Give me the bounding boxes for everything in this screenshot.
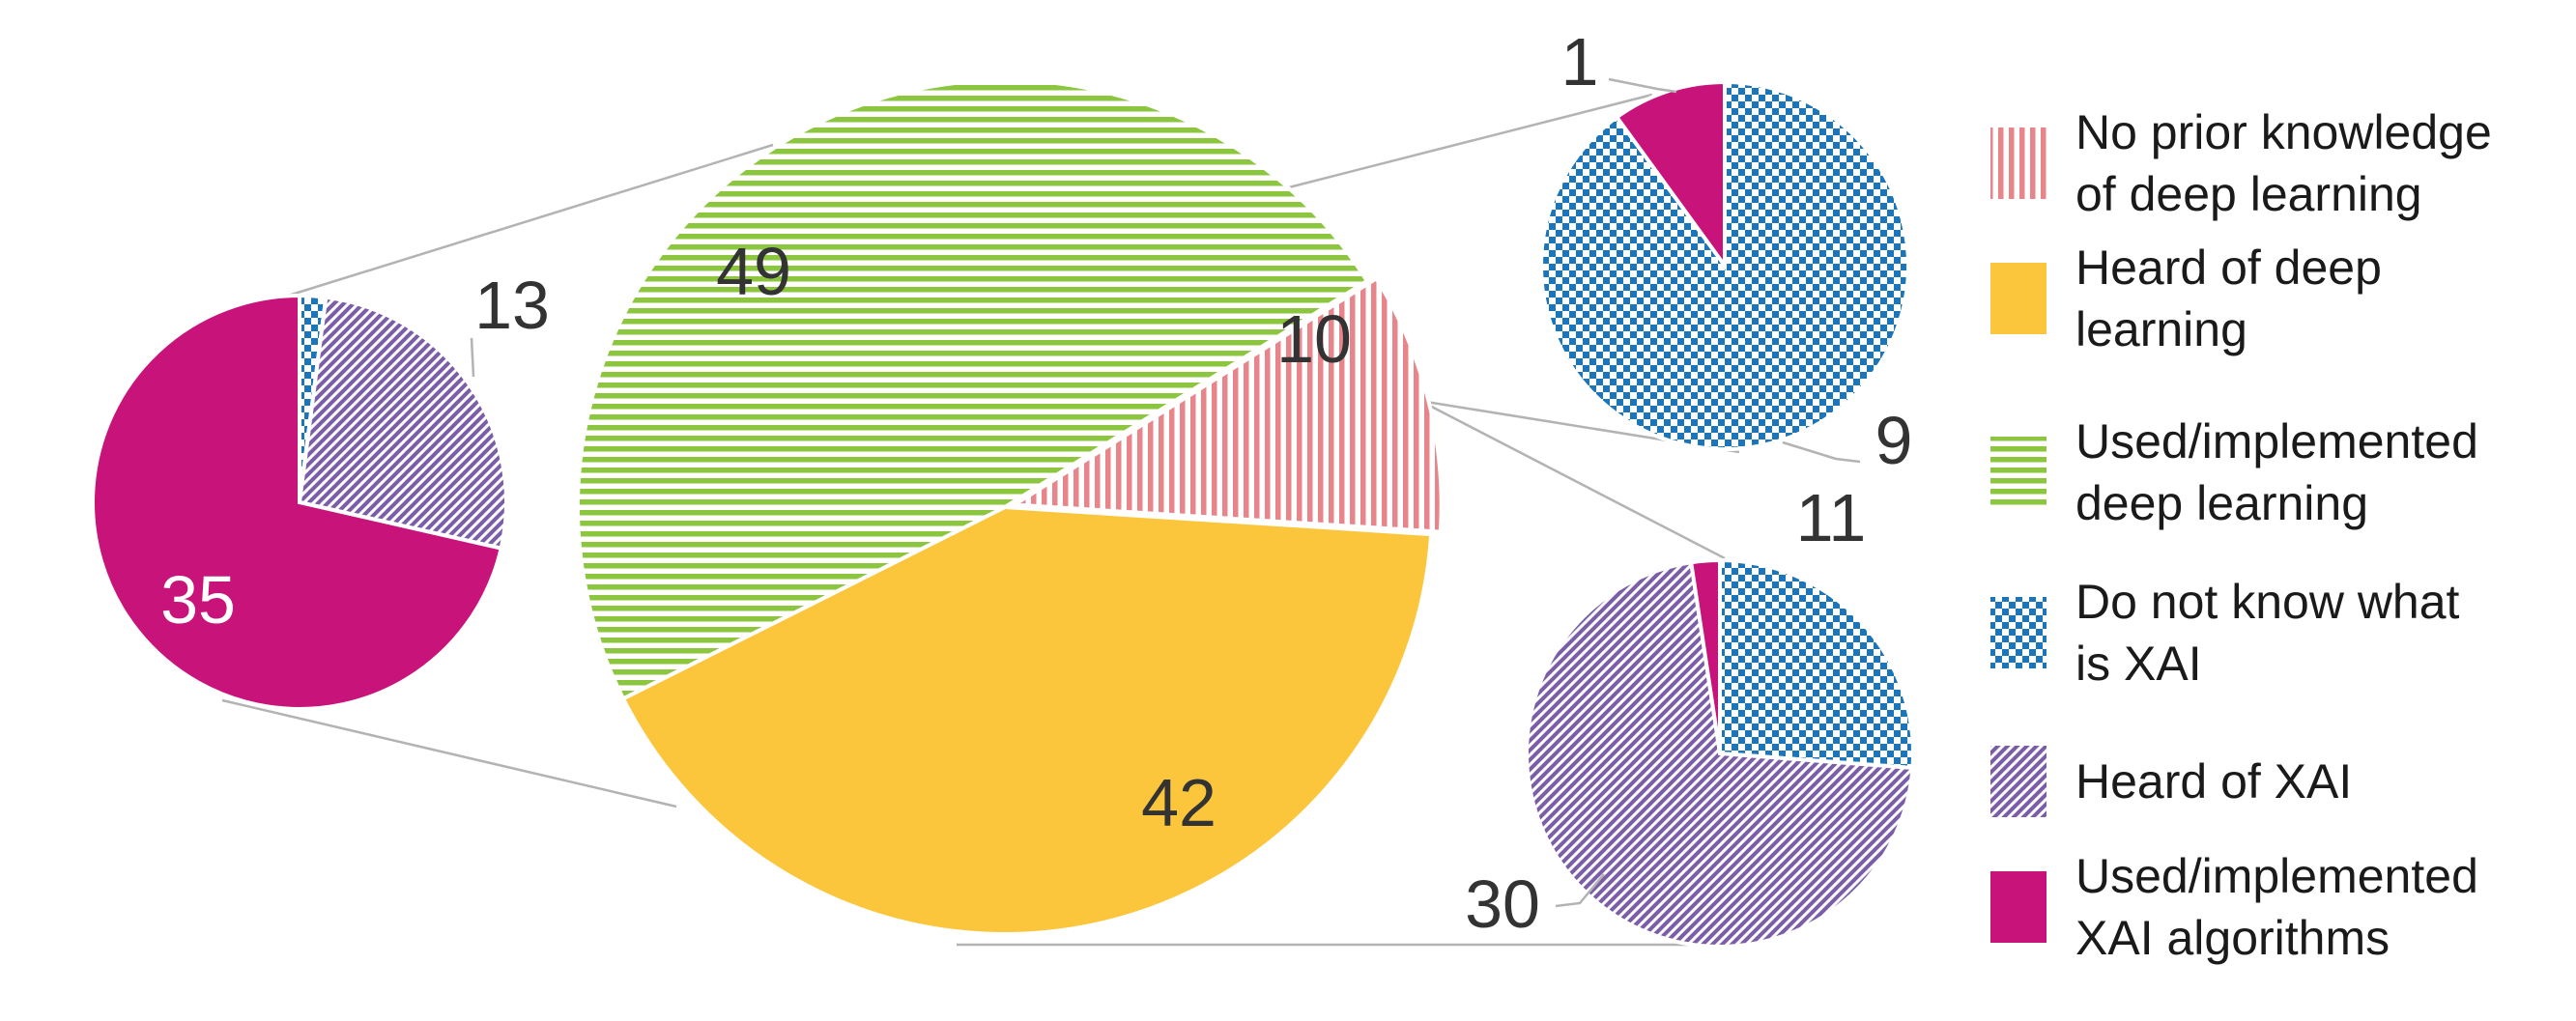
breakdown-data-label-used-dl-heard-xai: 13 xyxy=(474,268,550,343)
main-pie-slice-used-dl xyxy=(576,78,1370,701)
main-data-label-used-dl: 49 xyxy=(716,234,791,309)
legend-label-line: Heard of XAI xyxy=(2075,754,2352,808)
breakdown-pie-heard-dl-slice-used-xai xyxy=(1688,557,1722,754)
leader-line-bottom-30 xyxy=(1555,873,1605,908)
breakdown-data-label-heard-dl-heard-xai: 30 xyxy=(1465,866,1540,942)
legend-swatch-used-xai xyxy=(1990,871,2046,943)
connector-lines xyxy=(221,93,1740,947)
legend-item-no-prior: No prior knowledge of deep learning xyxy=(1990,105,2492,221)
legend-label-line: No prior knowledge xyxy=(2075,105,2492,159)
main-pie-slice-heard-dl xyxy=(620,504,1434,937)
legend-label-line: of deep learning xyxy=(2075,167,2422,221)
breakdown-pie-heard-dl-slice-dont-know-xai xyxy=(1718,557,1915,771)
legend-label-line: XAI algorithms xyxy=(2075,911,2390,965)
main-data-label-no-prior: 10 xyxy=(1276,301,1352,377)
legend-item-heard-dl: Heard of deep learning xyxy=(1990,241,2382,356)
pies xyxy=(91,78,1915,949)
breakdown-pie-heard-dl xyxy=(1525,557,1915,949)
legend-swatch-heard-xai xyxy=(1990,746,2046,817)
legend-item-used-xai: Used/implemented XAI algorithms xyxy=(1990,849,2478,965)
data-labels: 10 42 49 13 35 1 911 30 xyxy=(160,24,1912,942)
legend-label-line: Used/implemented xyxy=(2075,414,2478,468)
breakdown-data-label-used-dl-used-xai: 35 xyxy=(160,562,236,638)
connector-bottom-upper xyxy=(1419,399,1726,560)
legend-item-dont-know-xai: Do not know what is XAI xyxy=(1990,575,2460,691)
legend-swatch-heard-dl xyxy=(1990,263,2046,334)
main-data-label-heard-dl: 42 xyxy=(1141,765,1216,840)
leader-line-top-9 xyxy=(1782,440,1861,464)
connector-left-top xyxy=(284,143,774,298)
leader-line-left-13 xyxy=(470,337,475,378)
breakdown-pie-heard-dl-slice-heard-xai xyxy=(1525,559,1915,949)
breakdown-data-label-no-prior-used-xai: 1 xyxy=(1561,24,1599,99)
legend-swatch-dont-know-xai xyxy=(1990,597,2046,668)
breakdown-pie-used-dl xyxy=(91,293,508,711)
legend-label-line: Do not know what xyxy=(2075,575,2460,629)
legend-label-line: deep learning xyxy=(2075,476,2368,530)
legend: No prior knowledge of deep learning Heard … xyxy=(1990,105,2492,965)
breakdown-pie-used-dl-slice-heard-xai xyxy=(297,295,508,552)
legend-label-line: learning xyxy=(2075,302,2247,356)
legend-swatch-used-dl xyxy=(1990,437,2046,508)
leader-line-top-1 xyxy=(1608,77,1677,94)
connector-left-bottom xyxy=(221,698,677,808)
main-pie-slice-no-prior xyxy=(1008,275,1444,534)
legend-label-line: Used/implemented xyxy=(2075,849,2478,903)
legend-item-used-dl: Used/implemented deep learning xyxy=(1990,414,2478,530)
legend-label-line: Heard of deep xyxy=(2075,241,2382,295)
breakdown-data-label-heard-dl-dont-know-xai: 11 xyxy=(1796,480,1867,555)
breakdown-data-label-no-prior-dont-know-xai: 9 xyxy=(1875,403,1913,478)
legend-label-line: is XAI xyxy=(2075,637,2202,691)
connector-top-upper xyxy=(1284,93,1653,190)
breakdown-pie-no-prior xyxy=(1539,79,1910,451)
breakdown-pie-used-dl-slice-used-xai xyxy=(91,293,504,711)
legend-item-heard-xai: Heard of XAI xyxy=(1990,746,2352,817)
main-pie xyxy=(576,78,1444,937)
legend-swatch-no-prior xyxy=(1990,128,2046,199)
